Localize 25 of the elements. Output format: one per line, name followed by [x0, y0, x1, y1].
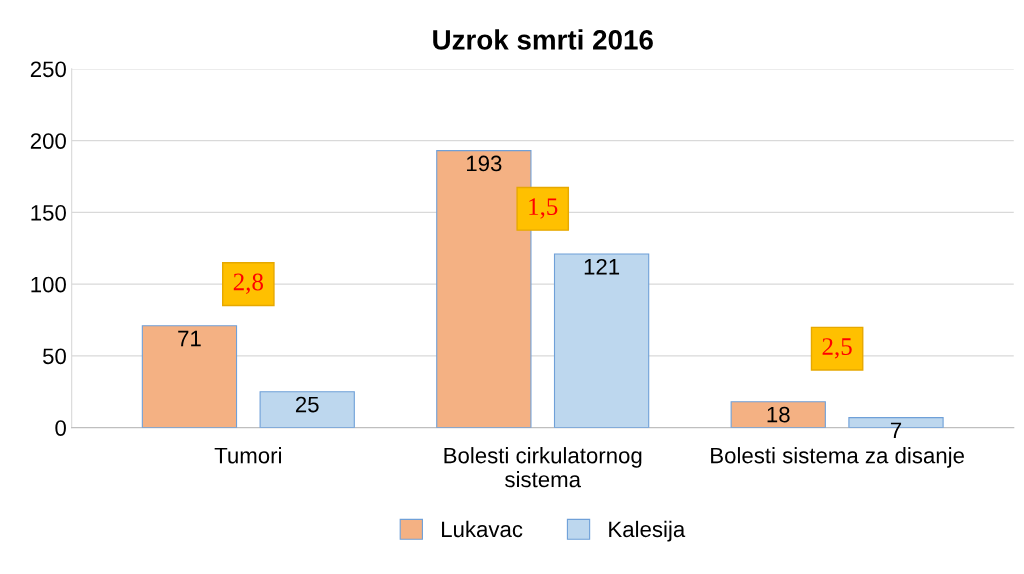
- legend-label: Kalesija: [609, 520, 686, 542]
- x-tick-label: Bolesti sistema za disanje: [711, 447, 964, 468]
- data-label: 121: [584, 258, 620, 275]
- bar: [730, 401, 826, 428]
- data-label: 18: [767, 406, 790, 423]
- bar: [141, 325, 238, 428]
- y-tick-label: 100: [31, 276, 66, 293]
- bar: [553, 253, 650, 428]
- chart-title: Uzrok smrti 2016: [433, 29, 653, 50]
- annotation: 2,8: [233, 273, 263, 294]
- y-tick-label: 50: [42, 348, 66, 365]
- data-label: 193: [467, 155, 502, 172]
- bar: [259, 391, 355, 428]
- y-tick-label: 0: [55, 420, 66, 436]
- x-tick-label: Bolesti cirkulatornog sistema: [444, 447, 642, 488]
- data-label: 25: [295, 396, 319, 413]
- annotation: 2,5: [822, 338, 852, 359]
- data-label: 7: [890, 422, 902, 438]
- y-tick-label: 200: [30, 133, 66, 149]
- x-tick-label: Tumori: [214, 447, 281, 464]
- data-label: 71: [178, 330, 201, 347]
- y-tick-label: 250: [30, 61, 66, 78]
- annotation: 1,5: [529, 198, 558, 219]
- y-tick-label: 150: [31, 204, 66, 221]
- legend-label: Lukavac: [442, 520, 523, 538]
